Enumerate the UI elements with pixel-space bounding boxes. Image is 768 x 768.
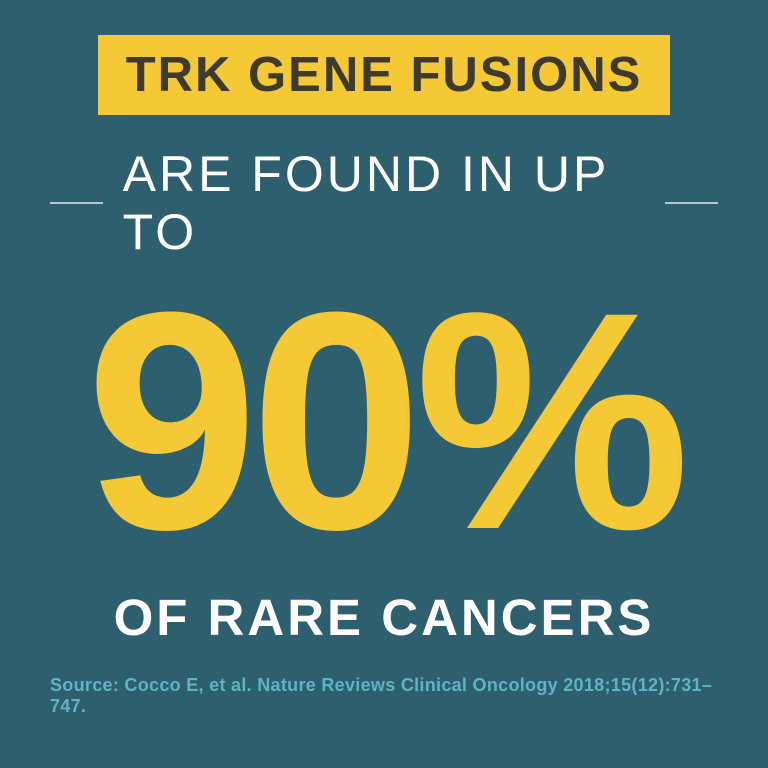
subtitle-row: ARE FOUND IN UP TO (50, 145, 718, 261)
title-box: TRK GENE FUSIONS (98, 35, 671, 115)
title-text: TRK GENE FUSIONS (126, 47, 643, 103)
source-citation: Source: Cocco E, et al. Nature Reviews C… (50, 675, 718, 717)
bottom-text: OF RARE CANCERS (114, 588, 655, 647)
big-percent: 90% (86, 289, 682, 553)
left-line (50, 202, 103, 204)
right-line (665, 202, 718, 204)
subtitle-text: ARE FOUND IN UP TO (123, 145, 646, 261)
